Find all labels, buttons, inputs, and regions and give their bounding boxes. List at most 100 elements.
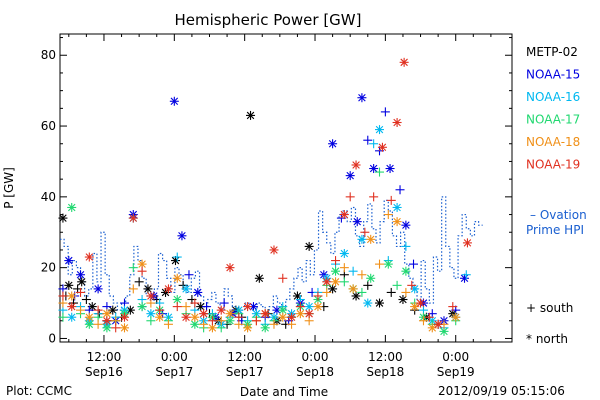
north-point (304, 309, 314, 319)
series-noaa-18 (58, 210, 461, 333)
y-tick-label: 0 (48, 331, 56, 345)
south-point (146, 316, 156, 326)
north-point (313, 302, 323, 312)
north-point (363, 298, 373, 308)
legend-item: NOAA-18 (526, 135, 580, 149)
south-point (93, 305, 103, 315)
south-point (93, 319, 103, 329)
legend-item: NOAA-15 (526, 68, 580, 82)
y-tick-label: 80 (41, 48, 56, 62)
south-point (369, 139, 379, 149)
x-tick-time: 12:00 (227, 350, 262, 364)
north-point (278, 312, 288, 322)
south-point (357, 287, 367, 297)
north-point (93, 284, 103, 294)
x-tick-time: 0:00 (161, 350, 188, 364)
north-point (181, 284, 191, 294)
plot-border (59, 33, 513, 343)
north-point (385, 164, 395, 174)
south-point (155, 305, 165, 315)
plot-credit: Plot: CCMC (6, 384, 72, 398)
south-point (137, 266, 147, 276)
south-point (339, 277, 349, 287)
north-point (84, 319, 94, 329)
south-point (190, 298, 200, 308)
south-point (375, 259, 385, 269)
south-point (111, 323, 121, 333)
x-axis: 12:00Sep160:00Sep1712:00Sep170:00Sep1812… (68, 34, 492, 379)
north-point (398, 295, 408, 305)
north-point (225, 263, 235, 273)
south-point (202, 302, 212, 312)
series-noaa-15 (58, 93, 470, 326)
north-point (84, 312, 94, 322)
north-point (67, 302, 77, 312)
south-point (401, 241, 411, 251)
north-point (351, 291, 361, 301)
legend-item: NOAA-19 (526, 158, 580, 172)
south-point (278, 273, 288, 283)
south-point (269, 319, 279, 329)
south-point (184, 270, 194, 280)
north-point (128, 213, 138, 223)
north-point (416, 298, 426, 308)
south-point (357, 270, 367, 280)
south-point (461, 270, 471, 280)
north-point (67, 312, 77, 322)
north-point (64, 256, 74, 266)
north-point (295, 309, 305, 319)
north-point (155, 312, 165, 322)
north-point (77, 277, 87, 287)
south-point (199, 319, 209, 329)
north-point (146, 291, 156, 301)
south-point (58, 312, 68, 322)
y-tick-label: 60 (41, 119, 56, 133)
timestamp: 2012/09/19 05:15:06 (438, 384, 565, 398)
north-point (260, 309, 270, 319)
y-axis: 0 20 40 60 80 (41, 37, 512, 345)
south-point (339, 263, 349, 273)
x-tick-date: Sep18 (366, 365, 404, 379)
north-point (172, 273, 182, 283)
north-point (102, 309, 112, 319)
north-point (345, 171, 355, 181)
south-point (295, 302, 305, 312)
north-point (383, 259, 393, 269)
ovation-prime-hpi-line (60, 196, 483, 318)
x-tick-time: 12:00 (87, 350, 122, 364)
north-point (366, 234, 376, 244)
north-point (304, 241, 314, 251)
north-point (108, 305, 118, 315)
south-point (407, 280, 417, 290)
north-point (102, 323, 112, 333)
south-point (395, 185, 405, 195)
south-point (348, 266, 358, 276)
north-point (375, 125, 385, 135)
north-point (462, 238, 472, 248)
north-point (278, 305, 288, 315)
north-point (339, 248, 349, 258)
south-point (383, 210, 393, 220)
south-point (128, 263, 138, 273)
north-point (451, 312, 461, 322)
south-point (418, 316, 428, 326)
south-point (128, 284, 138, 294)
south-point (392, 280, 402, 290)
south-point (313, 291, 323, 301)
north-point (216, 305, 226, 315)
chart-title: Hemispheric Power [GW] (175, 11, 362, 29)
series-noaa-19 (58, 57, 472, 333)
plot-frame (59, 33, 513, 343)
legend-north-marker: * north (526, 332, 568, 346)
legend-item: NOAA-17 (526, 113, 580, 127)
north-point (119, 323, 129, 333)
north-point (357, 234, 367, 244)
legend-ovation: Prime HPI (526, 223, 584, 237)
north-point (392, 118, 402, 128)
north-point (163, 284, 173, 294)
north-point (392, 217, 402, 227)
north-point (392, 202, 402, 212)
north-point (331, 266, 341, 276)
south-point (234, 312, 244, 322)
